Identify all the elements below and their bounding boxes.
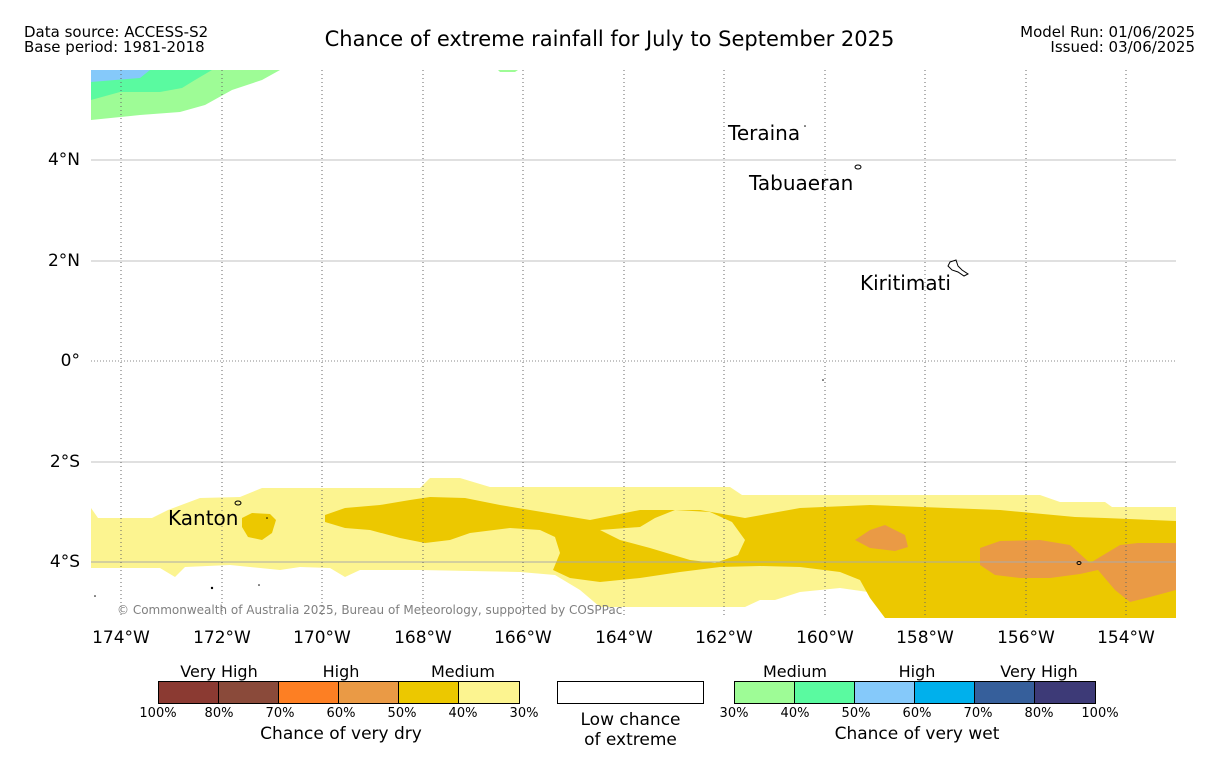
dry-colorbar (158, 681, 520, 704)
dry-tick: 70% (265, 706, 295, 721)
wet-tick: 30% (719, 706, 749, 721)
dry-cat-medium: Medium (431, 662, 495, 681)
lat-label-4n: 4°N (47, 150, 80, 170)
wet-tick: 50% (841, 706, 871, 721)
wet-tick: 70% (963, 706, 993, 721)
lon-label-170w: 170°W (293, 628, 351, 648)
copyright-text: © Commonwealth of Australia 2025, Bureau… (117, 603, 623, 617)
lon-label-166w: 166°W (494, 628, 552, 648)
dry-region-40 (325, 497, 1176, 618)
wet-region-small (498, 70, 518, 72)
lon-label-158w: 158°W (896, 628, 954, 648)
wet-swatch-50-60 (855, 682, 915, 703)
dry-caption: Chance of very dry (260, 724, 422, 744)
place-kanton: Kanton (168, 506, 239, 530)
map-title: Chance of extreme rainfall for July to S… (324, 27, 895, 51)
wet-cat-medium: Medium (763, 662, 827, 681)
wet-colorbar (734, 681, 1096, 704)
kanton-island (234, 500, 242, 506)
model-run-text: Model Run: 01/06/2025 (1020, 23, 1195, 41)
dry-swatch-100-80 (159, 682, 219, 703)
low-chance-swatch (557, 681, 704, 704)
wet-caption: Chance of very wet (834, 724, 1000, 744)
wet-tick: 80% (1024, 706, 1054, 721)
dry-swatch-60-50 (339, 682, 399, 703)
place-tabuaeran: Tabuaeran (749, 171, 854, 195)
dry-cat-high: High (322, 662, 360, 681)
issued-text: Issued: 03/06/2025 (1050, 38, 1195, 56)
dry-tick: 50% (387, 706, 417, 721)
lat-label-2s: 2°S (49, 452, 80, 472)
dry-swatch-80-70 (219, 682, 279, 703)
low-chance-caption: Low chance of extreme (557, 710, 704, 750)
dry-cat-very-high: Very High (180, 662, 258, 681)
lon-label-174w: 174°W (92, 628, 150, 648)
tabuaeran-island (854, 164, 862, 170)
lon-label-172w: 172°W (193, 628, 251, 648)
dry-tick: 60% (326, 706, 356, 721)
dry-swatch-70-60 (279, 682, 339, 703)
lon-label-154w: 154°W (1097, 628, 1155, 648)
place-teraina: Teraina (728, 121, 801, 145)
dry-swatch-50-40 (399, 682, 459, 703)
wet-swatch-40-50 (795, 682, 855, 703)
wet-region-50 (91, 70, 150, 82)
wet-tick: 60% (902, 706, 932, 721)
lat-label-2n: 2°N (47, 251, 80, 271)
small-island-east (1076, 561, 1082, 565)
header-left: Data source: ACCESS-S2 Base period: 1981… (24, 25, 208, 55)
longitude-grid (120, 70, 1127, 618)
header-right: Model Run: 01/06/2025 Issued: 03/06/2025 (1020, 25, 1195, 55)
place-kiritimati: Kiritimati (860, 271, 951, 295)
wet-tick: 40% (780, 706, 810, 721)
dry-region-notch (600, 510, 745, 563)
data-source-text: Data source: ACCESS-S2 (24, 23, 209, 41)
wet-cat-high: High (898, 662, 936, 681)
base-period-text: Base period: 1981-2018 (24, 38, 205, 56)
latitude-grid (91, 159, 1176, 563)
lat-label-0: 0° (60, 351, 80, 371)
lon-label-156w: 156°W (997, 628, 1055, 648)
dry-region-50b (980, 540, 1176, 602)
dry-tick: 80% (204, 706, 234, 721)
island-outlines (234, 164, 1082, 565)
dry-tick: 40% (448, 706, 478, 721)
wet-swatch-60-70 (915, 682, 975, 703)
dry-swatch-40-30 (459, 682, 519, 703)
low-chance-line2: of extreme (584, 730, 677, 750)
low-chance-line1: Low chance (580, 710, 681, 730)
dry-tick: 100% (139, 706, 177, 721)
wet-tick: 100% (1081, 706, 1119, 721)
wet-cat-very-high: Very High (1000, 662, 1078, 681)
lat-label-4s: 4°S (49, 552, 80, 572)
lon-label-162w: 162°W (695, 628, 753, 648)
lon-label-164w: 164°W (595, 628, 653, 648)
wet-swatch-70-80 (975, 682, 1035, 703)
wet-swatch-30-40 (735, 682, 795, 703)
dry-region-50a (855, 525, 908, 551)
wet-swatch-80-100 (1035, 682, 1095, 703)
dry-region-kanton (242, 513, 276, 540)
lon-label-168w: 168°W (394, 628, 452, 648)
island-dots (94, 125, 824, 597)
kiritimati-island (947, 259, 969, 277)
dry-tick: 30% (509, 706, 539, 721)
lon-label-160w: 160°W (796, 628, 854, 648)
